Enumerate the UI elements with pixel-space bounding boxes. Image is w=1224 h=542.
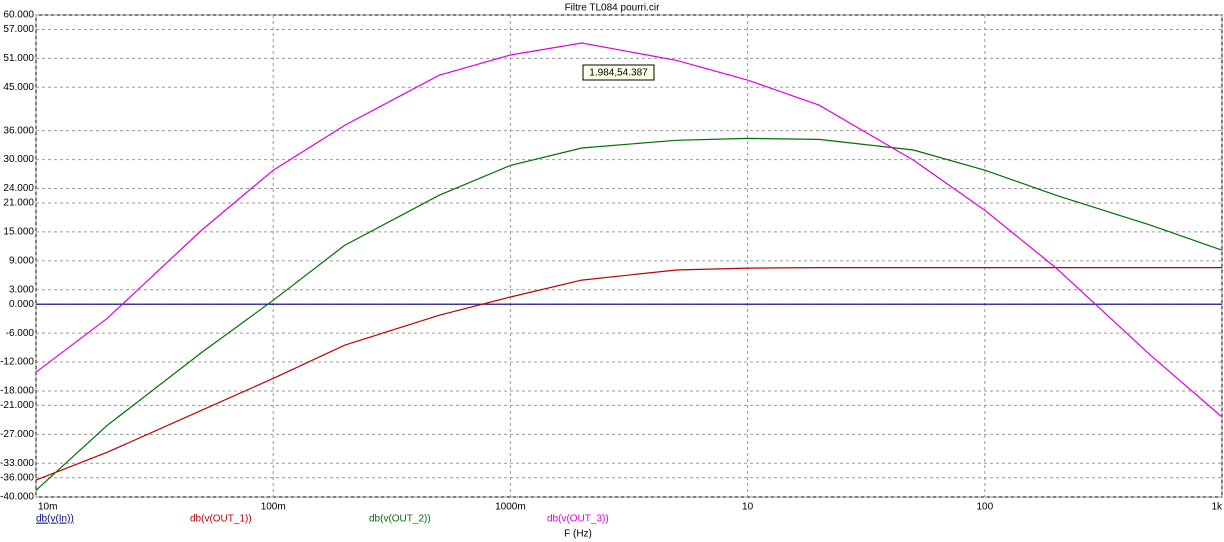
annotation-box: [582, 64, 655, 81]
y-tick-label: 36.000: [3, 125, 34, 136]
chart-title: Filtre TL084 pourri.cir: [565, 3, 661, 14]
y-tick-label: -21.000: [0, 400, 34, 411]
x-axis-label: F (Hz): [564, 529, 592, 540]
y-tick-label: -12.000: [0, 357, 34, 368]
legend-entry: db(v(OUT_2)): [369, 514, 431, 525]
x-tick-label: 1k: [1211, 502, 1223, 513]
legend-entry: db(v(In)): [36, 514, 74, 525]
legend-entry: db(v(OUT_3)): [547, 514, 609, 525]
series-line: [35, 137, 1223, 491]
y-tick-label: -36.000: [0, 472, 34, 483]
annotation: 1.984,54.387: [589, 68, 648, 79]
y-tick-label: 24.000: [3, 183, 34, 194]
y-tick-label: 3.000: [9, 284, 34, 295]
plot-area: [35, 14, 1223, 498]
y-tick-label: 30.000: [3, 154, 34, 165]
y-tick-label: -33.000: [0, 458, 34, 469]
y-tick-label: 45.000: [3, 82, 34, 93]
y-tick-label: -40.000: [0, 492, 34, 503]
y-tick-label: -18.000: [0, 386, 34, 397]
x-tick-label: 10: [742, 502, 754, 513]
y-tick-label: 21.000: [3, 198, 34, 209]
series-line: [35, 267, 1222, 481]
y-tick-label: 60.000: [3, 10, 34, 21]
x-tick-label: 1000m: [495, 502, 526, 513]
x-tick-label: 100m: [261, 502, 286, 513]
y-tick-label: 9.000: [9, 255, 34, 266]
y-tick-label: -6.000: [6, 328, 35, 339]
legend-entry: db(v(OUT_1)): [190, 514, 252, 525]
y-tick-label: 15.000: [3, 227, 34, 238]
y-tick-label: 57.000: [3, 24, 34, 35]
y-tick-label: -27.000: [0, 429, 34, 440]
x-tick-label: 100: [976, 502, 993, 513]
y-tick-label: 0.000: [9, 299, 34, 310]
y-tick-label: 51.000: [3, 53, 34, 64]
series-line: [35, 42, 1223, 418]
x-tick-label: 10m: [38, 502, 57, 513]
